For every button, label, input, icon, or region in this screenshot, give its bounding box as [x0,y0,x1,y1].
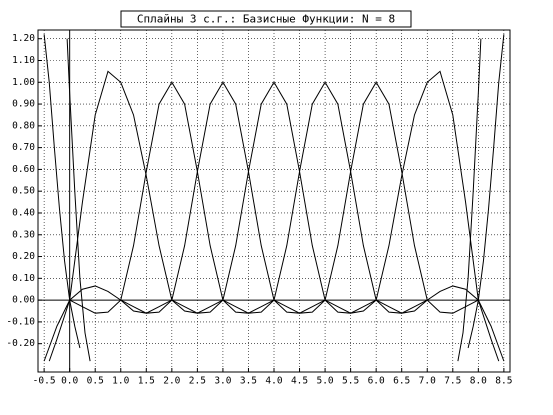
x-tick-label: -0.5 [33,376,56,387]
y-tick-label: 0.50 [12,186,35,197]
y-tick-label: 0.20 [12,251,35,262]
spline-curve [467,34,505,349]
spline-curve [375,285,505,362]
x-tick-label: 5.0 [316,376,333,387]
spline-curve [457,38,482,362]
x-tick-label: 3.5 [240,376,257,387]
x-tick-label: 5.5 [342,376,359,387]
x-tick-label: 4.5 [291,376,308,387]
x-tick-label: 8.5 [495,376,512,387]
y-tick-label: 0.80 [12,120,35,131]
title-box [120,10,412,28]
spline-curve [171,81,377,314]
y-tick-label: 1.10 [12,55,35,66]
spline-curve [43,285,173,362]
x-tick-label: 2.0 [163,376,180,387]
x-tick-label: 6.0 [368,376,385,387]
y-tick-label: 0.10 [12,273,35,284]
x-tick-label: 2.5 [189,376,206,387]
y-tick-label: -0.20 [6,338,35,349]
spline-curve [66,38,91,362]
spline-curve [48,70,224,362]
x-tick-label: 7.0 [419,376,436,387]
spline-curve [222,81,428,314]
x-tick-label: 3.0 [214,376,231,387]
y-tick-label: 0.60 [12,164,35,175]
x-tick-label: 1.5 [138,376,155,387]
spline-curve [69,81,275,314]
y-tick-label: 0.40 [12,207,35,218]
y-tick-label: 1.00 [12,77,35,88]
x-tick-label: 4.0 [265,376,282,387]
x-tick-label: 0.0 [61,376,78,387]
y-tick-label: 0.00 [12,295,35,306]
x-tick-label: 6.5 [393,376,410,387]
spline-curve [324,70,500,362]
y-tick-label: 1.20 [12,33,35,44]
chart-title: Сплайны 3 с.г.: Базисные Функции: N = 8 [137,13,395,26]
x-tick-label: 0.5 [87,376,104,387]
y-tick-label: 0.70 [12,142,35,153]
x-tick-label: 7.5 [444,376,461,387]
y-tick-label: 0.30 [12,229,35,240]
y-tick-label: -0.10 [6,316,35,327]
spline-curve [273,81,479,314]
spline-curve [120,81,326,314]
x-tick-label: 8.0 [470,376,487,387]
x-tick-label: 1.0 [112,376,129,387]
spline-curve [43,34,81,349]
y-tick-label: 0.90 [12,99,35,110]
